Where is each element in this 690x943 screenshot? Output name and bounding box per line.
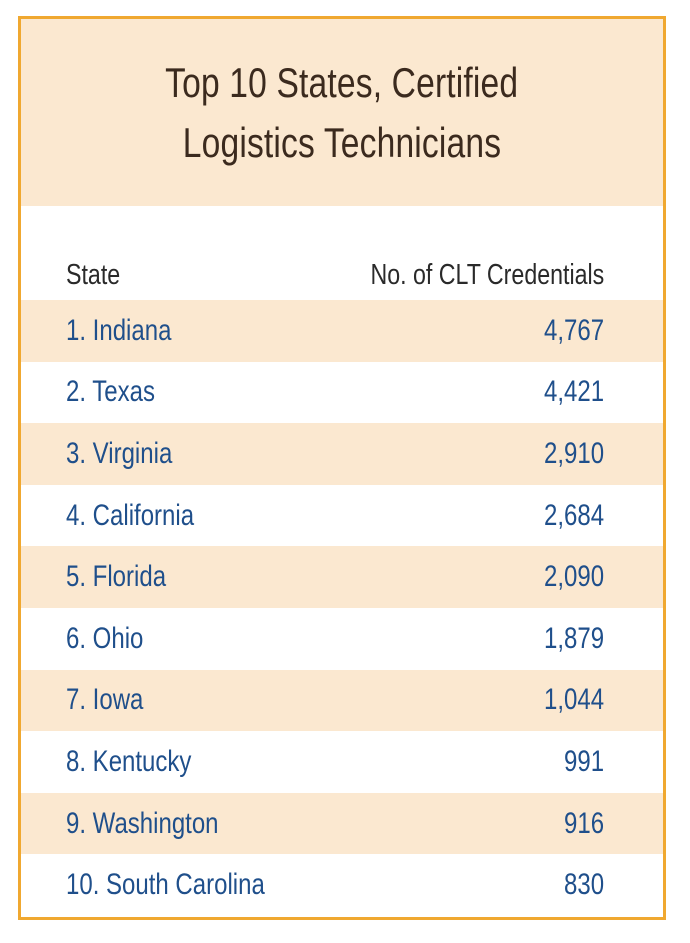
table-card: Top 10 States, Certified Logistics Techn… [18, 16, 666, 920]
credentials-cell: 2,910 [543, 436, 604, 470]
table-row: 4. California 2,684 [21, 485, 663, 547]
state-cell: 10. South Carolina [66, 868, 265, 902]
table-title-line-2: Logistics Technicians [182, 118, 502, 166]
state-cell: 6. Ohio [66, 621, 144, 655]
column-header-row: State No. of CLT Credentials [21, 206, 663, 300]
credentials-cell: 2,684 [543, 498, 604, 532]
column-header-state: State [66, 259, 121, 291]
state-cell: 8. Kentucky [66, 744, 192, 778]
table-title-line-1: Top 10 States, Certified [165, 58, 519, 106]
credentials-cell: 4,421 [543, 375, 604, 409]
table-row: 5. Florida 2,090 [21, 546, 663, 608]
credentials-cell: 830 [563, 868, 604, 902]
state-cell: 3. Virginia [66, 436, 173, 470]
table-row: 8. Kentucky 991 [21, 731, 663, 793]
table-row: 2. Texas 4,421 [21, 362, 663, 424]
column-header-credentials: No. of CLT Credentials [370, 259, 604, 291]
state-cell: 5. Florida [66, 560, 167, 594]
table-row: 10. South Carolina 830 [21, 854, 663, 916]
table-row: 9. Washington 916 [21, 792, 663, 855]
state-cell: 9. Washington [66, 806, 219, 840]
credentials-cell: 2,090 [543, 560, 604, 594]
credentials-cell: 916 [563, 806, 604, 840]
credentials-cell: 4,767 [543, 313, 604, 347]
credentials-cell: 991 [563, 744, 604, 778]
state-cell: 4. California [66, 498, 195, 532]
credentials-cell: 1,044 [543, 683, 604, 717]
table-row: 3. Virginia 2,910 [21, 423, 663, 485]
state-cell: 1. Indiana [66, 313, 172, 347]
table-row: 7. Iowa 1,044 [21, 669, 663, 732]
title-band: Top 10 States, Certified Logistics Techn… [21, 19, 663, 206]
state-cell: 7. Iowa [66, 683, 144, 717]
table-row: 1. Indiana 4,767 [21, 300, 663, 362]
table-body: 1. Indiana 4,767 2. Texas 4,421 3. Virginia 2… [21, 300, 663, 916]
table-row: 6. Ohio 1,879 [21, 608, 663, 670]
credentials-cell: 1,879 [543, 621, 604, 655]
state-cell: 2. Texas [66, 375, 155, 409]
